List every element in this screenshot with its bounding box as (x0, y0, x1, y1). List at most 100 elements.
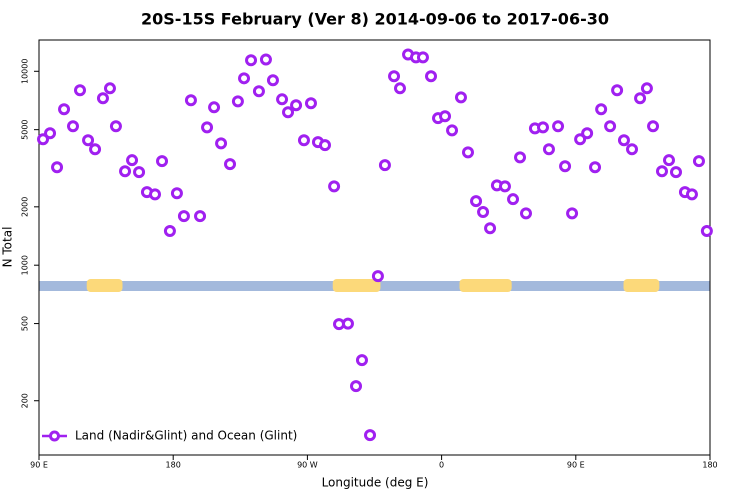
point (74, 84, 87, 97)
point (318, 139, 331, 152)
point (655, 165, 668, 178)
x-tick-label: 90 E (567, 461, 585, 470)
point (276, 93, 289, 106)
point (245, 54, 258, 67)
point (201, 121, 214, 134)
legend-marker (49, 430, 60, 442)
point (685, 188, 698, 201)
point (461, 146, 474, 159)
point (82, 134, 95, 147)
point (477, 206, 490, 219)
point (266, 74, 279, 87)
point (640, 82, 653, 95)
point (542, 143, 555, 156)
point (170, 187, 183, 200)
point (626, 143, 639, 156)
point (231, 95, 244, 108)
x-tick-label: 180 (702, 461, 717, 470)
point (388, 70, 401, 83)
point (215, 137, 228, 150)
point (51, 161, 64, 174)
point (670, 166, 683, 179)
y-tick-label: 2000 (21, 197, 30, 217)
y-tick-label: 200 (21, 393, 30, 408)
point (238, 72, 251, 85)
point (304, 97, 317, 110)
point (634, 92, 647, 105)
point (149, 188, 162, 201)
x-tick-label: 0 (439, 461, 444, 470)
point (514, 151, 527, 164)
point (66, 120, 79, 133)
point (484, 222, 497, 235)
point (662, 154, 675, 167)
point (604, 120, 617, 133)
plot-frame (38, 39, 711, 456)
point (700, 225, 713, 238)
point (44, 127, 57, 140)
point (566, 207, 579, 220)
point (103, 82, 116, 95)
point (498, 180, 511, 193)
point (119, 165, 132, 178)
y-tick-label: 5000 (21, 119, 30, 139)
point (617, 134, 630, 147)
point (574, 133, 587, 146)
point (425, 70, 438, 83)
point (581, 127, 594, 140)
point (350, 380, 363, 393)
point (290, 99, 303, 112)
point (194, 210, 207, 223)
point (163, 225, 176, 238)
point (647, 120, 660, 133)
point (439, 110, 452, 123)
point (96, 92, 109, 105)
land-band (623, 279, 660, 292)
point (58, 103, 71, 116)
point (252, 85, 265, 98)
point (595, 103, 608, 116)
point (126, 154, 139, 167)
point (454, 91, 467, 104)
land-band (459, 279, 512, 292)
y-tick-label: 1000 (21, 255, 30, 275)
point (355, 354, 368, 367)
point (208, 101, 221, 114)
legend-label: Land (Nadir&Glint) and Ocean (Glint) (75, 429, 297, 443)
point (507, 193, 520, 206)
point (297, 134, 310, 147)
point (184, 94, 197, 107)
point (416, 51, 429, 64)
y-axis-label: N Total (1, 227, 15, 268)
point (393, 82, 406, 95)
chart-title: 20S-15S February (Ver 8) 2014-09-06 to 2… (141, 10, 609, 29)
point (611, 84, 624, 97)
point (259, 53, 272, 66)
point (559, 160, 572, 173)
point (89, 143, 102, 156)
point (371, 270, 384, 283)
point (446, 124, 459, 137)
land-band (332, 279, 381, 292)
point (177, 210, 190, 223)
point (341, 317, 354, 330)
point (470, 195, 483, 208)
point (552, 120, 565, 133)
x-tick-label: 180 (166, 461, 181, 470)
point (37, 133, 50, 146)
point (133, 166, 146, 179)
x-axis-label: Longitude (deg E) (322, 476, 429, 490)
point (364, 429, 377, 442)
point (519, 207, 532, 220)
point (156, 155, 169, 168)
point (224, 158, 237, 171)
point (536, 121, 549, 134)
y-tick-label: 10000 (21, 59, 30, 84)
point (109, 120, 122, 133)
land-band (86, 279, 123, 292)
x-tick-label: 90 E (30, 461, 48, 470)
y-tick-label: 500 (21, 316, 30, 331)
x-tick-label: 90 W (297, 461, 318, 470)
point (328, 180, 341, 193)
